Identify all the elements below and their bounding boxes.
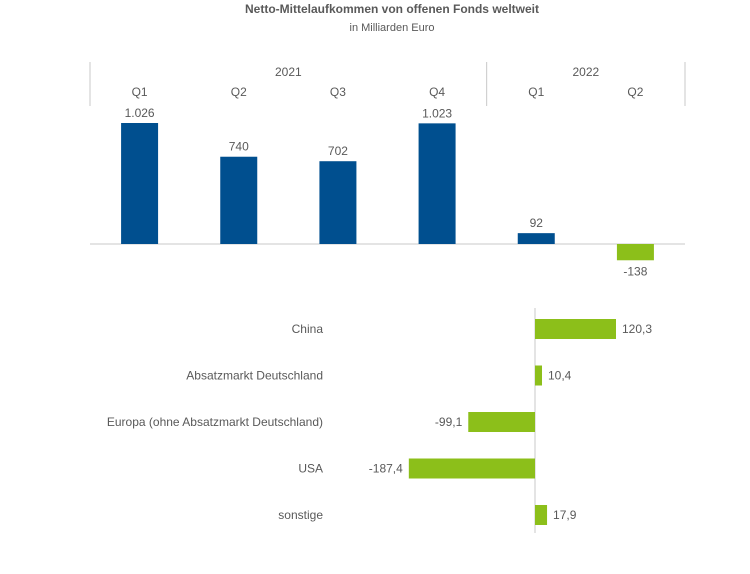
bar xyxy=(517,233,555,244)
data-label: 1.023 xyxy=(422,106,452,120)
bar xyxy=(408,458,535,479)
bar xyxy=(535,319,616,339)
category-label: sonstige xyxy=(278,508,323,522)
data-label: 740 xyxy=(229,140,249,154)
category-label: Q4 xyxy=(429,85,445,99)
data-label: -187,4 xyxy=(369,462,403,476)
chart-title: Netto-Mittelaufkommen von offenen Fonds … xyxy=(245,2,539,16)
data-label: 17,9 xyxy=(553,508,577,522)
region-bar-chart: China 120,3 Absatzmarkt Deutschland 10,4 Eur… xyxy=(107,308,652,533)
category-label: Europa (ohne Absatzmarkt Deutschland) xyxy=(107,415,323,429)
category-label: Q2 xyxy=(627,85,643,99)
data-label: -99,1 xyxy=(435,415,463,429)
category-label: Q1 xyxy=(132,85,148,99)
category-label: Q3 xyxy=(330,85,346,99)
chart-subtitle: in Milliarden Euro xyxy=(350,22,435,34)
category-label: Q2 xyxy=(231,85,247,99)
category-label: Absatzmarkt Deutschland xyxy=(186,369,323,383)
data-label: 10,4 xyxy=(548,369,572,383)
data-label: 1.026 xyxy=(125,106,155,120)
data-label: 702 xyxy=(328,144,348,158)
category-label: China xyxy=(292,322,324,336)
category-label: Q1 xyxy=(528,85,544,99)
bar xyxy=(535,505,548,525)
data-label: -138 xyxy=(623,264,647,278)
bar xyxy=(418,123,456,244)
bar xyxy=(220,156,258,244)
bar xyxy=(616,244,654,261)
bar xyxy=(319,161,357,244)
bar xyxy=(535,365,543,386)
quarterly-bar-chart: 2021 2022 Q1 1.026 Q2 740 Q3 702 Q4 1.023 Q1 92 Q2 -1… xyxy=(89,62,686,278)
group-label: 2022 xyxy=(572,65,599,79)
bar xyxy=(468,412,535,432)
data-label: 120,3 xyxy=(622,322,652,336)
bar xyxy=(121,123,159,244)
group-label: 2021 xyxy=(275,65,302,79)
data-label: 92 xyxy=(530,216,544,230)
category-label: USA xyxy=(298,462,323,476)
